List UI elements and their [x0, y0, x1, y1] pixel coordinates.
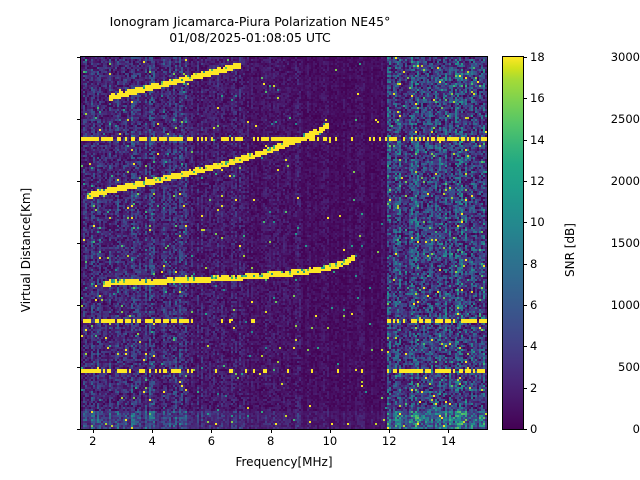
- y-axis-label: Virtual Distance[Km]: [19, 187, 33, 313]
- x-tick-label-2: 2: [89, 434, 97, 448]
- y-tick-mark-1500: [77, 243, 81, 244]
- heatmap-canvas: [81, 57, 487, 429]
- y-tick-label-1500: 1500: [610, 236, 640, 250]
- colorbar-tick-label-2: 2: [530, 380, 538, 395]
- x-tick-mark-4: [152, 429, 154, 433]
- x-tick-mark-6: [211, 429, 213, 433]
- x-tick-label-6: 6: [207, 434, 216, 448]
- colorbar-tick-mark-10: [523, 222, 527, 224]
- y-tick-label-500: 500: [618, 360, 640, 374]
- colorbar-label: SNR [dB]: [563, 223, 577, 277]
- x-tick-label-14: 14: [441, 434, 456, 448]
- y-tick-mark-0: [77, 429, 81, 430]
- x-tick-label-8: 8: [266, 434, 275, 448]
- colorbar-tick-mark-12: [523, 181, 527, 182]
- colorbar-tick-mark-2: [523, 387, 527, 389]
- colorbar-tick-mark-8: [523, 263, 527, 265]
- x-tick-mark-2: [92, 429, 94, 433]
- colorbar-tick-mark-16: [523, 98, 527, 100]
- colorbar-tick-label-8: 8: [530, 256, 538, 271]
- y-tick-label-0: 0: [632, 422, 640, 436]
- colorbar-tick-label-12: 12: [530, 174, 545, 188]
- y-tick-label-2500: 2500: [610, 112, 640, 126]
- x-tick-label-4: 4: [148, 434, 156, 448]
- x-tick-mark-10: [329, 429, 331, 433]
- axis-spine-top: [80, 56, 488, 57]
- x-tick-mark-14: [448, 429, 450, 433]
- y-tick-label-3000: 3000: [610, 50, 640, 64]
- x-tick-label-12: 12: [381, 434, 397, 448]
- y-tick-mark-500: [77, 367, 81, 368]
- colorbar-tick-label-14: 14: [530, 132, 545, 147]
- axis-spine-bottom: [80, 429, 488, 430]
- y-tick-mark-3000: [77, 57, 81, 58]
- y-tick-label-1000: 1000: [610, 298, 640, 312]
- colorbar-tick-label-0: 0: [530, 422, 538, 436]
- colorbar-tick-mark-6: [523, 305, 527, 306]
- colorbar-tick-label-10: 10: [530, 215, 545, 230]
- x-axis-label: Frequency[MHz]: [235, 455, 333, 469]
- colorbar-tick-mark-14: [523, 139, 527, 141]
- colorbar-tick-mark-18: [523, 57, 527, 58]
- y-tick-label-2000: 2000: [610, 174, 640, 188]
- colorbar-tick-label-16: 16: [530, 91, 545, 106]
- chart-title-line1: Ionogram Jicamarca-Piura Polarization NE…: [109, 14, 391, 29]
- colorbar-tick-mark-4: [523, 346, 527, 348]
- x-tick-mark-12: [389, 429, 391, 433]
- colorbar-tick-label-6: 6: [530, 298, 538, 312]
- colorbar-gradient: [503, 57, 523, 429]
- y-tick-mark-2000: [77, 181, 81, 182]
- colorbar-tick-label-4: 4: [530, 339, 538, 354]
- colorbar-tick-label-18: 18: [530, 50, 545, 64]
- colorbar-tick-mark-0: [523, 429, 527, 430]
- y-tick-mark-2500: [77, 119, 81, 120]
- x-tick-label-10: 10: [322, 434, 338, 448]
- axis-spine-right: [487, 56, 488, 430]
- chart-title-line2: 01/08/2025-01:08:05 UTC: [169, 30, 331, 45]
- ionogram-heatmap: [81, 57, 487, 429]
- chart-title: Ionogram Jicamarca-Piura Polarization NE…: [0, 14, 500, 46]
- y-tick-mark-1000: [77, 305, 81, 306]
- x-tick-mark-8: [270, 429, 272, 433]
